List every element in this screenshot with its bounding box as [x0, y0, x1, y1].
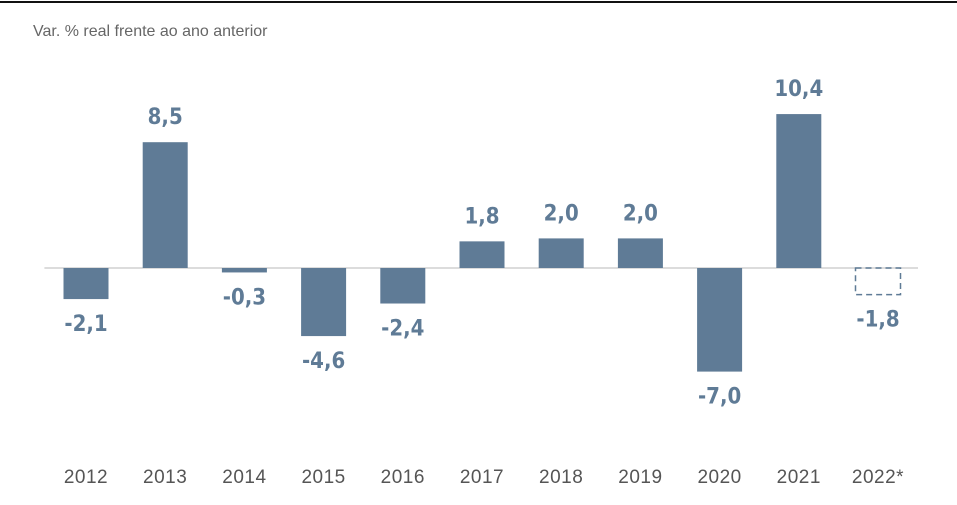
- x-tick-label: 2014: [222, 467, 266, 488]
- x-tick-label: 2022*: [852, 467, 904, 488]
- x-tick-label: 2019: [618, 467, 662, 488]
- x-tick-label: 2017: [460, 467, 504, 488]
- x-tick-label: 2018: [539, 467, 583, 488]
- value-label: -2,4: [381, 317, 424, 342]
- x-tick-label: 2013: [143, 467, 187, 488]
- bar: [221, 268, 267, 273]
- bar: [301, 268, 347, 337]
- x-tick-label: 2015: [301, 467, 345, 488]
- value-label: 10,4: [774, 77, 823, 102]
- bar: [854, 267, 902, 296]
- bar: [776, 114, 822, 268]
- bar: [617, 238, 663, 268]
- x-tick-label: 2021: [777, 467, 821, 488]
- value-label: 2,0: [623, 201, 658, 226]
- value-label: 8,5: [148, 105, 183, 130]
- value-label: -0,3: [223, 285, 266, 310]
- value-label: -7,0: [698, 385, 741, 410]
- value-label: -4,6: [302, 349, 345, 374]
- bar: [459, 241, 505, 268]
- bar: [142, 142, 188, 268]
- bar: [697, 268, 743, 372]
- bar: [538, 238, 584, 268]
- bar: [63, 268, 109, 300]
- x-tick-label: 2016: [381, 467, 425, 488]
- value-label: 1,8: [464, 204, 499, 229]
- x-tick-label: 2020: [697, 467, 741, 488]
- value-label: -1,8: [856, 308, 899, 333]
- bar: [380, 268, 426, 304]
- value-label: -2,1: [64, 312, 107, 337]
- chart-subtitle: Var. % real frente ao ano anterior: [33, 23, 268, 40]
- x-tick-label: 2012: [64, 467, 108, 488]
- value-label: 2,0: [544, 201, 579, 226]
